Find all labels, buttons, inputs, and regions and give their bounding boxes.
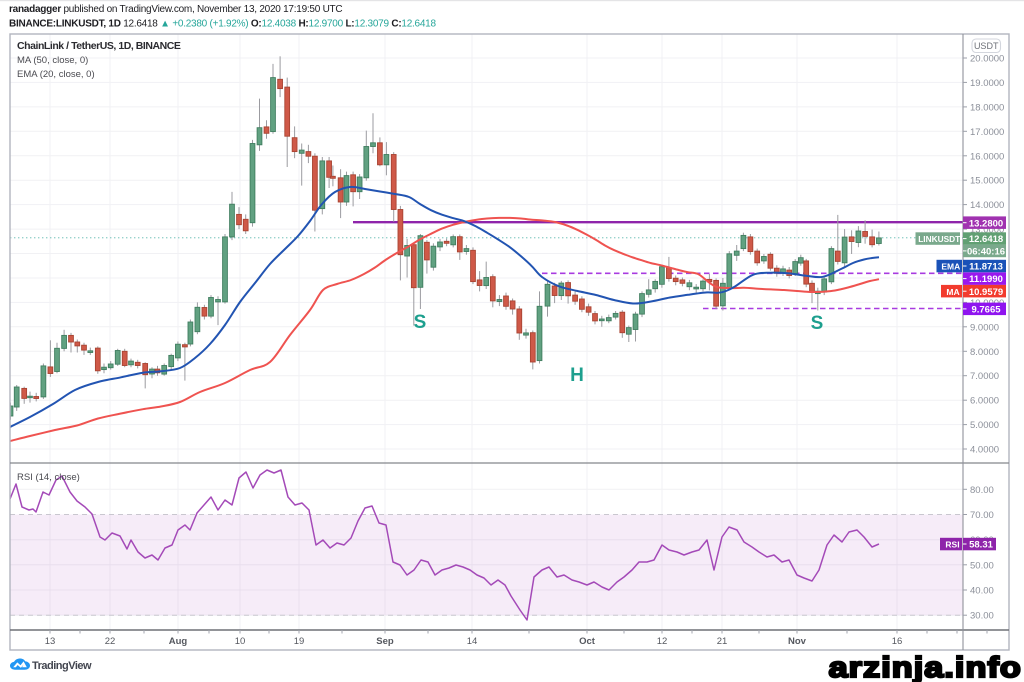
svg-text:13.0000: 13.0000 — [970, 225, 1004, 236]
svg-text:20.0000: 20.0000 — [970, 54, 1004, 65]
svg-text:Sep: Sep — [376, 636, 394, 647]
svg-text:TradingView: TradingView — [32, 660, 92, 672]
svg-text:58.31: 58.31 — [969, 540, 993, 551]
svg-text:arzinja.info: arzinja.info — [829, 650, 1022, 682]
svg-text:Aug: Aug — [169, 636, 188, 647]
svg-text:8.0000: 8.0000 — [970, 347, 999, 358]
svg-text:18.0000: 18.0000 — [970, 102, 1004, 113]
svg-text:11.8713: 11.8713 — [969, 262, 1003, 273]
svg-text:12: 12 — [657, 636, 668, 647]
svg-text:7.0000: 7.0000 — [970, 371, 999, 382]
svg-text:19: 19 — [294, 636, 305, 647]
svg-text:15.0000: 15.0000 — [970, 176, 1004, 187]
svg-text:22: 22 — [105, 636, 116, 647]
svg-text:EMA: EMA — [941, 262, 960, 272]
svg-text:LINKUSDT: LINKUSDT — [918, 234, 960, 244]
svg-text:ChainLink / TetherUS, 1D, BINA: ChainLink / TetherUS, 1D, BINANCE — [17, 40, 181, 52]
svg-text:MA (50, close, 0): MA (50, close, 0) — [17, 55, 88, 66]
svg-text:EMA (20, close, 0): EMA (20, close, 0) — [17, 69, 95, 80]
svg-text:21: 21 — [717, 636, 728, 647]
svg-text:9.7665: 9.7665 — [971, 305, 1001, 316]
svg-text:80.00: 80.00 — [970, 485, 994, 496]
svg-text:06:40:16: 06:40:16 — [967, 247, 1005, 258]
svg-text:S: S — [414, 312, 427, 333]
svg-text:Nov: Nov — [788, 636, 807, 647]
svg-text:6.0000: 6.0000 — [970, 396, 999, 407]
svg-text:16.0000: 16.0000 — [970, 151, 1004, 162]
svg-text:19.0000: 19.0000 — [970, 78, 1004, 89]
svg-text:USDT: USDT — [974, 41, 999, 51]
svg-text:5.0000: 5.0000 — [970, 420, 999, 431]
svg-text:70.00: 70.00 — [970, 510, 994, 521]
svg-text:BINANCE:LINKUSDT, 1D 12.6418: BINANCE:LINKUSDT, 1D 12.6418 ▲ +0.2380 (… — [9, 19, 436, 30]
svg-text:RSI (14, close): RSI (14, close) — [17, 472, 80, 483]
svg-text:50.00: 50.00 — [970, 560, 994, 571]
svg-text:40.00: 40.00 — [970, 586, 994, 597]
svg-text:RSI: RSI — [945, 540, 959, 550]
svg-text:ranadagger published on Tradin: ranadagger published on TradingView.com,… — [9, 4, 342, 15]
svg-text:16: 16 — [892, 636, 903, 647]
svg-text:17.0000: 17.0000 — [970, 127, 1004, 138]
svg-text:4.0000: 4.0000 — [970, 445, 999, 456]
svg-text:H: H — [570, 365, 584, 386]
svg-text:10.9579: 10.9579 — [969, 287, 1003, 298]
svg-text:S: S — [811, 313, 824, 334]
svg-text:14: 14 — [467, 636, 478, 647]
svg-text:30.00: 30.00 — [970, 611, 994, 622]
svg-text:13: 13 — [45, 636, 56, 647]
svg-text:12.6418: 12.6418 — [969, 234, 1003, 245]
svg-text:9.0000: 9.0000 — [970, 322, 999, 333]
svg-text:13.2800: 13.2800 — [969, 218, 1003, 229]
svg-text:14.0000: 14.0000 — [970, 200, 1004, 211]
svg-text:MA: MA — [946, 287, 959, 297]
svg-text:Oct: Oct — [579, 636, 596, 647]
svg-text:11.1990: 11.1990 — [969, 274, 1003, 285]
svg-text:10: 10 — [235, 636, 246, 647]
